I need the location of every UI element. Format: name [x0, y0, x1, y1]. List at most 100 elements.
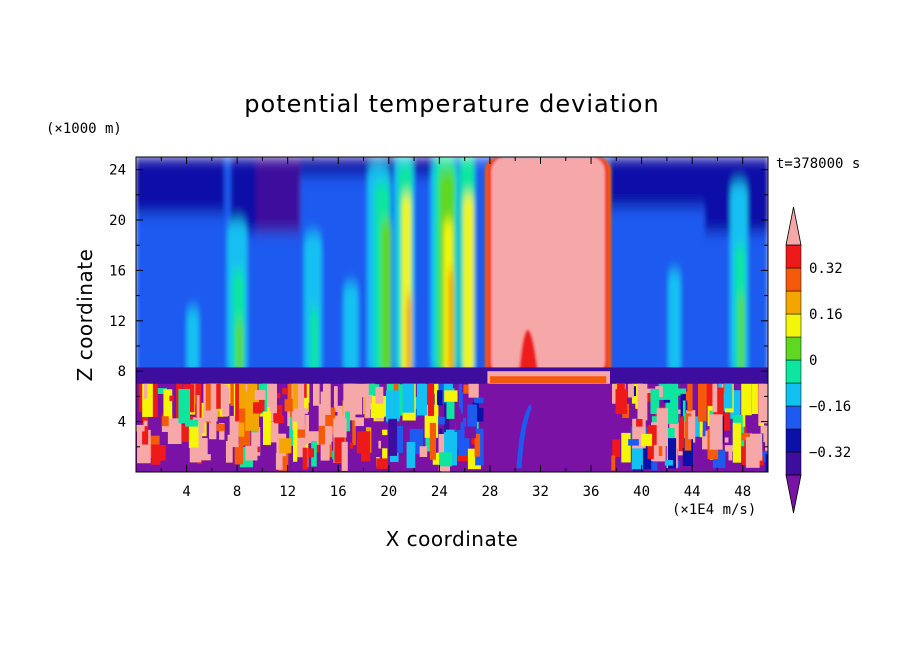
inversion-gap-edge	[489, 376, 607, 384]
turbulence-cell	[190, 383, 199, 405]
y-axis: 4 8 12 16 20 24	[109, 163, 768, 448]
x-tick-label: 12	[279, 484, 296, 500]
turbulence-cell	[178, 388, 191, 424]
turbulence-cell	[376, 458, 388, 469]
colorbar-bin	[785, 290, 802, 315]
colorbar-bin	[785, 451, 802, 476]
turbulence-cell	[616, 383, 625, 402]
turbulence-cell	[320, 391, 324, 427]
turbulence-cell	[416, 383, 428, 416]
turbulence-cell	[396, 425, 404, 453]
upper-column	[310, 308, 319, 378]
turbulence-cell	[728, 446, 733, 461]
turbulence-cell	[688, 416, 695, 440]
turbulence-cell	[169, 395, 174, 401]
turbulence-cell	[446, 388, 455, 419]
turbulence-cell	[650, 389, 660, 415]
turbulence-cell	[651, 462, 658, 471]
turbulence-cell	[641, 433, 653, 447]
turbulence-cell	[234, 443, 244, 465]
turbulence-cell	[327, 440, 333, 458]
colorbar-label: 0	[809, 353, 817, 369]
upper-deep-patch	[256, 157, 301, 233]
calm-region	[483, 385, 612, 472]
turbulence-cell	[432, 452, 440, 465]
turbulence-cell	[437, 416, 445, 425]
turbulence-cell	[312, 383, 320, 406]
upper-column	[381, 220, 392, 378]
turbulence-cell	[200, 437, 208, 460]
turbulence-cell	[656, 408, 669, 447]
colorbar-label: −0.32	[809, 445, 851, 461]
turbulence-cell	[205, 383, 211, 423]
colorbar-extend-max	[785, 206, 802, 246]
upper-column	[406, 295, 412, 378]
turbulence-cell	[751, 383, 764, 414]
colorbar-bin	[785, 244, 802, 269]
turbulence-cell	[741, 383, 752, 416]
turbulence-cell	[185, 419, 199, 427]
turbulence-cell	[143, 420, 148, 427]
turbulence-cell	[216, 423, 225, 432]
turbulence-cell	[144, 383, 148, 399]
turbulence-cell	[463, 384, 471, 394]
turbulence-cell	[765, 453, 768, 472]
turbulence-cell	[467, 404, 477, 434]
turbulence-cell	[439, 452, 453, 467]
y-tick-label: 4	[118, 415, 126, 431]
turbulence-cell	[318, 425, 326, 445]
turbulence-cell	[308, 448, 315, 458]
upper-column	[236, 320, 243, 378]
turbulence-cell	[439, 428, 443, 438]
turbulence-cell	[388, 418, 398, 456]
turbulence-cell	[274, 404, 283, 421]
x-unit-label: (×1E4 m/s)	[672, 502, 756, 518]
turbulence-cell	[155, 388, 167, 395]
turbulence-cell	[724, 437, 729, 443]
colorbar-label: 0.32	[809, 261, 843, 277]
upper-column	[463, 194, 474, 378]
time-label: t=378000 s	[776, 156, 860, 172]
turbulence-cell	[167, 418, 182, 444]
turbulence-cell	[151, 444, 161, 465]
x-tick-label: 28	[481, 484, 498, 500]
turbulence-cell	[343, 429, 347, 449]
colorbar-bin	[785, 336, 802, 361]
turbulence-cell	[282, 387, 287, 395]
chart-title: potential temperature deviation	[244, 90, 659, 118]
turbulence-cell	[739, 432, 752, 441]
turbulence-cell	[196, 395, 200, 435]
turbulence-cell	[136, 424, 145, 432]
turbulence-cell	[610, 455, 616, 471]
y-tick-label: 8	[118, 364, 126, 380]
turbulence-cell	[263, 411, 271, 445]
colorbar-label: 0.16	[809, 307, 843, 323]
turbulence-cell	[343, 383, 356, 421]
x-tick-label: 24	[431, 484, 448, 500]
plot-frame	[135, 156, 769, 473]
turbulence-cell	[142, 383, 153, 417]
turbulence-cell	[680, 416, 685, 448]
turbulence-cell	[297, 423, 309, 438]
x-tick-label: 16	[330, 484, 347, 500]
turbulence-cell	[370, 403, 385, 419]
inversion-band	[136, 367, 768, 387]
turbulence-cell	[209, 419, 217, 440]
turbulence-cell	[760, 425, 768, 443]
turbulence-cell	[362, 383, 369, 398]
turbulence-cell	[314, 444, 320, 453]
turbulence-cell	[698, 383, 707, 422]
turbulence-cell	[246, 448, 258, 454]
turbulence-cell	[631, 431, 643, 470]
turbulence-cell	[645, 392, 653, 402]
turbulence-cell	[621, 432, 631, 463]
turbulence-cell	[428, 383, 435, 416]
turbulence-cell	[352, 408, 356, 446]
colorbar-bin	[785, 428, 802, 453]
turbulence-cell	[323, 383, 331, 415]
turbulence-cell	[732, 422, 742, 463]
turbulence-cell	[216, 383, 221, 409]
turbulence-cell	[675, 388, 687, 396]
turbulence-cell	[455, 408, 461, 431]
turbulence-cell	[370, 409, 374, 428]
